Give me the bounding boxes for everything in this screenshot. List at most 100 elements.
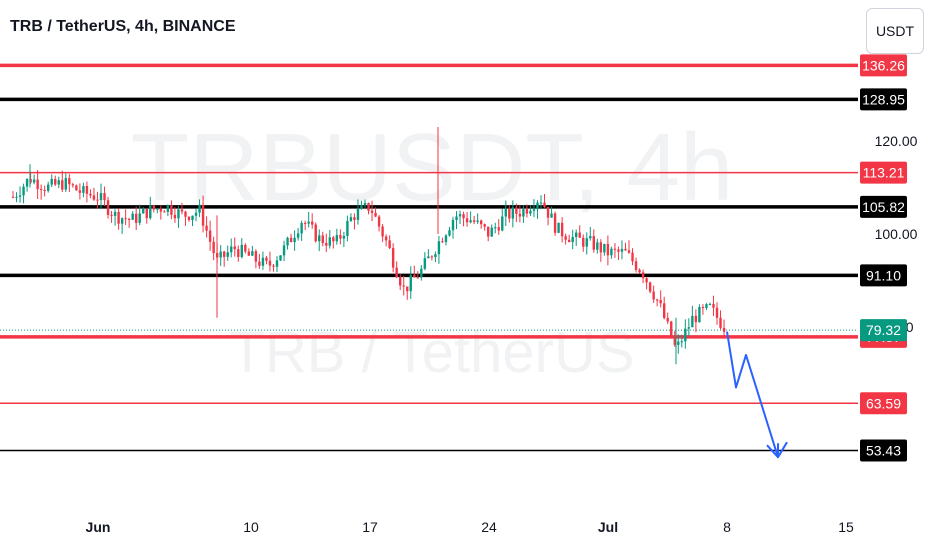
candle-body xyxy=(258,261,261,266)
candle-body xyxy=(124,218,127,220)
currency-selector[interactable]: USDT xyxy=(866,8,924,54)
level-price-label: 105.82 xyxy=(862,199,905,215)
candle-body xyxy=(599,242,603,253)
candle-body xyxy=(173,214,177,219)
candle-body xyxy=(303,222,307,224)
candle-body xyxy=(374,212,377,217)
candle-body xyxy=(627,250,631,253)
candle-body xyxy=(543,202,546,207)
x-tick-label: 24 xyxy=(481,519,497,535)
candle-body xyxy=(603,243,606,253)
candle-body xyxy=(191,215,194,220)
candle-body xyxy=(381,226,384,237)
level-price-label-bg xyxy=(860,392,907,415)
candle-body xyxy=(448,230,451,236)
candle-body xyxy=(293,237,296,243)
candle-body xyxy=(441,241,444,243)
candle-body xyxy=(279,255,282,261)
candle-body xyxy=(61,180,64,190)
candle-body xyxy=(677,341,680,345)
candle-body xyxy=(138,213,141,223)
x-tick-label: 17 xyxy=(362,519,378,535)
candle-body xyxy=(356,208,360,220)
candle-body xyxy=(705,304,708,309)
candle-body xyxy=(402,285,405,287)
x-tick-label: 15 xyxy=(838,519,854,535)
candle-body xyxy=(47,184,50,191)
candle-body xyxy=(265,257,268,261)
candle-body xyxy=(694,315,698,323)
candle-body xyxy=(57,180,60,185)
last-price-label: 79.32 xyxy=(866,322,901,338)
candle-body xyxy=(571,236,574,243)
candle-body xyxy=(670,321,673,338)
candle-body xyxy=(483,224,486,227)
last-price-label-bg xyxy=(860,319,907,342)
candle-body xyxy=(226,252,229,257)
level-price-label: 63.59 xyxy=(866,395,901,411)
candle-body xyxy=(85,186,89,194)
candle-body xyxy=(335,235,339,242)
candle-body xyxy=(71,184,75,186)
candle-body xyxy=(567,239,571,243)
candle-body xyxy=(465,218,469,223)
candle-body xyxy=(152,205,155,210)
candle-body xyxy=(349,217,353,221)
candle-body xyxy=(149,205,152,219)
candle-body xyxy=(522,209,525,217)
candle-body xyxy=(254,251,258,262)
candle-body xyxy=(617,249,620,252)
candle-body xyxy=(318,235,321,242)
candle-body xyxy=(610,248,613,256)
candle-body xyxy=(427,256,430,259)
candle-body xyxy=(395,267,398,278)
candle-body xyxy=(268,260,272,266)
candle-body xyxy=(120,218,124,224)
candle-body xyxy=(722,327,726,332)
candle-body xyxy=(237,249,240,257)
candle-body xyxy=(50,178,53,185)
candle-body xyxy=(296,233,300,238)
candle-body xyxy=(413,275,416,278)
candle-body xyxy=(96,199,99,201)
level-price-label-bg xyxy=(860,264,907,287)
candle-body xyxy=(620,248,624,252)
candle-body xyxy=(339,235,342,239)
candle-body xyxy=(719,317,722,328)
candle-body xyxy=(504,208,507,217)
candle-body xyxy=(328,237,331,246)
candle-body xyxy=(624,248,627,251)
candle-body xyxy=(272,265,275,267)
candle-body xyxy=(476,220,479,222)
candle-body xyxy=(687,327,691,329)
candle-body xyxy=(360,205,363,209)
candle-body xyxy=(346,220,349,236)
candle-body xyxy=(455,216,458,220)
level-price-label-bg xyxy=(860,88,907,111)
candle-body xyxy=(177,209,180,219)
projection-arrow xyxy=(726,331,779,459)
candle-body xyxy=(666,317,669,322)
candle-body xyxy=(223,251,226,257)
candle-body xyxy=(43,189,46,191)
candle-body xyxy=(501,216,504,231)
candle-body xyxy=(606,243,610,256)
candle-body xyxy=(156,208,159,210)
y-tick-label: 100.00 xyxy=(875,226,918,242)
level-price-label-bg xyxy=(860,161,907,184)
candle-body xyxy=(233,246,236,250)
candle-body xyxy=(469,220,472,223)
x-tick-label: 10 xyxy=(243,519,259,535)
candle-body xyxy=(494,227,497,229)
candle-body xyxy=(557,222,560,233)
candle-body xyxy=(546,206,550,218)
candle-body xyxy=(25,179,29,187)
candle-body xyxy=(487,226,490,237)
candle-body xyxy=(479,220,483,225)
candle-body xyxy=(106,200,110,215)
candle-body xyxy=(311,221,314,225)
watermark-symbol: TRBUSDT, 4h xyxy=(131,114,734,221)
candle-body xyxy=(201,204,205,226)
candle-body xyxy=(180,209,184,212)
